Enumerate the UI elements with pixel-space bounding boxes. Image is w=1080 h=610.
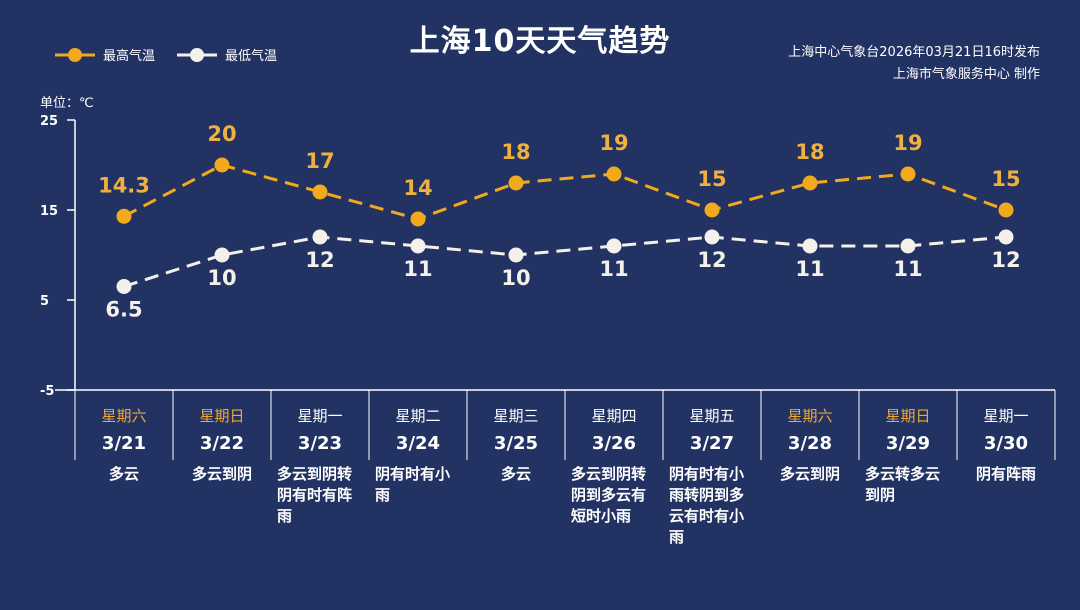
point-high [508, 175, 524, 191]
weekday-label: 星期日 [199, 407, 245, 425]
data-label-low: 12 [991, 248, 1020, 272]
weekday-label: 星期二 [395, 407, 441, 425]
weather-cell: 多云 [467, 464, 565, 485]
point-low [312, 229, 328, 245]
point-low [410, 238, 426, 254]
legend: 最高气温 最低气温 [55, 45, 277, 64]
point-high [312, 184, 328, 200]
data-label-low: 10 [501, 266, 530, 290]
weather-cell: 阴有时有小雨 [369, 464, 467, 506]
point-low [116, 279, 132, 294]
point-high [704, 202, 720, 218]
source-info: 上海中心气象台2026年03月21日16时发布 上海市气象服务中心 制作 [788, 42, 1040, 86]
weather-description: 多云到阴转阴到多云有短时小雨 [571, 465, 647, 525]
legend-high-marker-icon [55, 47, 95, 62]
weather-cell: 阴有阵雨 [957, 464, 1055, 485]
point-high [900, 166, 916, 182]
weekday-label: 星期日 [885, 407, 931, 425]
data-label-high: 19 [893, 131, 922, 155]
data-label-low: 6.5 [105, 298, 142, 322]
data-label-low: 11 [893, 257, 922, 281]
weather-description: 多云到阴 [191, 465, 252, 483]
weather-cell: 多云到阴 [173, 464, 271, 485]
data-label-low: 11 [599, 257, 628, 281]
point-low [214, 247, 230, 263]
legend-item-low: 最低气温 [177, 45, 277, 64]
weather-description: 阴有阵雨 [975, 465, 1036, 483]
weather-cell: 阴有时有小雨转阴到多云有时有小雨 [663, 464, 761, 548]
point-low [508, 247, 524, 263]
date-label: 3/26 [591, 433, 637, 454]
weather-cell: 多云到阴转阴到多云有短时小雨 [565, 464, 663, 527]
weekday-label: 星期一 [297, 407, 343, 425]
legend-low-marker-icon [177, 47, 218, 62]
weather-description: 多云到阴转阴有时有阵雨 [277, 465, 353, 525]
y-tick-label: -5 [40, 384, 54, 399]
date-label: 3/25 [493, 433, 539, 454]
data-label-low: 11 [795, 257, 824, 281]
point-low [704, 229, 720, 245]
date-label: 3/23 [297, 433, 343, 454]
weather-description: 多云 [500, 465, 531, 483]
point-low [900, 238, 916, 254]
source-line-2: 上海市气象服务中心 制作 [892, 67, 1040, 82]
point-low [606, 238, 622, 254]
weather-cell: 多云转多云到阴 [859, 464, 957, 506]
data-label-high: 18 [501, 140, 530, 164]
point-high [998, 202, 1014, 218]
weather-description: 多云到阴 [779, 465, 840, 483]
data-label-high: 15 [697, 167, 726, 191]
date-label: 3/21 [101, 433, 147, 454]
point-low [998, 229, 1014, 245]
point-high [116, 208, 132, 224]
date-label: 3/28 [787, 433, 833, 454]
data-label-low: 10 [207, 266, 236, 290]
data-label-low: 11 [403, 257, 432, 281]
weather-cell: 多云到阴 [761, 464, 859, 485]
weekday-label: 星期六 [787, 407, 833, 425]
point-high [802, 175, 818, 191]
y-tick-label: 5 [40, 294, 49, 309]
legend-item-high: 最高气温 [55, 45, 155, 64]
y-tick-label: 25 [40, 114, 58, 129]
data-label-high: 14.3 [98, 173, 150, 197]
weekday-label: 星期一 [983, 407, 1029, 425]
weather-cell: 多云 [75, 464, 173, 485]
point-low [802, 238, 818, 254]
data-label-high: 20 [207, 122, 236, 146]
date-label: 3/24 [395, 433, 441, 454]
series-line-high [123, 163, 1007, 221]
point-high [606, 166, 622, 182]
weather-cell: 多云到阴转阴有时有阵雨 [271, 464, 369, 527]
data-label-high: 18 [795, 140, 824, 164]
y-tick-label: 15 [40, 204, 58, 219]
weekday-label: 星期六 [101, 407, 147, 425]
point-high [214, 157, 230, 173]
page-title: 上海10天天气趋势 [409, 24, 671, 59]
date-label: 3/27 [689, 433, 735, 454]
weather-description: 阴有时有小雨转阴到多云有时有小雨 [669, 465, 745, 546]
data-label-low: 12 [305, 248, 334, 272]
date-label: 3/22 [199, 433, 245, 454]
date-label: 3/29 [885, 433, 931, 454]
weekday-label: 星期四 [591, 407, 637, 425]
data-label-high: 17 [305, 149, 334, 173]
legend-high-label: 最高气温 [103, 49, 156, 64]
data-label-high: 19 [599, 131, 628, 155]
legend-low-label: 最低气温 [225, 49, 278, 64]
weather-description: 阴有时有小雨 [375, 465, 451, 504]
weather-description: 多云转多云到阴 [865, 465, 941, 504]
point-high [410, 211, 426, 227]
data-label-low: 12 [697, 248, 726, 272]
series-line-low [123, 235, 1007, 288]
weekday-label: 星期三 [493, 407, 539, 425]
date-label: 3/30 [983, 433, 1029, 454]
weekday-label: 星期五 [689, 407, 735, 425]
data-label-high: 14 [403, 176, 432, 200]
weather-description: 多云 [108, 465, 139, 483]
unit-label: 单位：℃ [40, 96, 94, 111]
data-label-high: 15 [991, 167, 1020, 191]
source-line-1: 上海中心气象台2026年03月21日16时发布 [788, 45, 1040, 60]
